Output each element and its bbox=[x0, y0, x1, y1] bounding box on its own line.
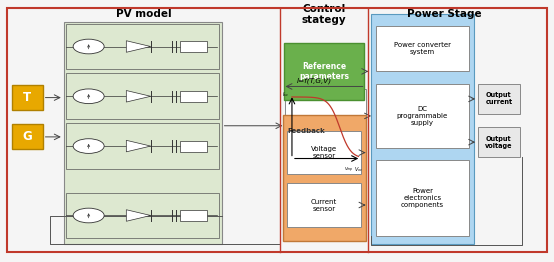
Bar bbox=[180, 141, 207, 151]
Text: PV model: PV model bbox=[116, 9, 172, 19]
Bar bbox=[285, 89, 366, 165]
Circle shape bbox=[73, 39, 104, 54]
Bar bbox=[376, 26, 469, 71]
Text: DC
programmable
supply: DC programmable supply bbox=[397, 106, 448, 126]
Bar bbox=[371, 14, 474, 244]
Text: Reference
parameters: Reference parameters bbox=[299, 62, 349, 81]
Bar bbox=[287, 131, 361, 174]
Bar bbox=[12, 124, 43, 149]
Text: $V_{mp}$: $V_{mp}$ bbox=[344, 165, 354, 174]
Text: Power Stage: Power Stage bbox=[407, 9, 481, 19]
Text: Feedback: Feedback bbox=[287, 128, 325, 134]
Bar bbox=[376, 84, 469, 148]
Polygon shape bbox=[126, 91, 151, 102]
Text: Power
electronics
components: Power electronics components bbox=[401, 188, 444, 208]
Bar bbox=[12, 85, 43, 110]
Text: G: G bbox=[23, 130, 32, 143]
Bar bbox=[478, 127, 520, 157]
Text: $I_{sc}$: $I_{sc}$ bbox=[282, 90, 289, 99]
Polygon shape bbox=[126, 210, 151, 221]
Bar bbox=[284, 43, 364, 100]
Text: $V_{oc}$: $V_{oc}$ bbox=[354, 165, 363, 174]
Bar bbox=[66, 123, 219, 169]
Bar bbox=[64, 22, 222, 244]
Text: Output
voltage: Output voltage bbox=[485, 136, 512, 149]
Bar bbox=[376, 160, 469, 236]
Bar bbox=[66, 193, 219, 238]
Text: Output
current: Output current bbox=[485, 92, 512, 105]
Circle shape bbox=[73, 89, 104, 104]
Circle shape bbox=[73, 208, 104, 223]
Text: Control
stategy: Control stategy bbox=[302, 4, 346, 25]
Bar bbox=[287, 183, 361, 227]
Text: Power converter
system: Power converter system bbox=[394, 42, 451, 55]
Bar bbox=[180, 210, 207, 221]
Bar bbox=[180, 91, 207, 102]
Bar bbox=[283, 115, 366, 241]
Text: T: T bbox=[23, 91, 32, 104]
Bar bbox=[180, 41, 207, 52]
Text: Voltage
sensor: Voltage sensor bbox=[311, 146, 337, 159]
Text: Current
sensor: Current sensor bbox=[311, 199, 337, 211]
Bar bbox=[66, 73, 219, 119]
Bar bbox=[66, 24, 219, 69]
Circle shape bbox=[73, 139, 104, 154]
Polygon shape bbox=[126, 41, 151, 52]
Bar bbox=[478, 84, 520, 114]
Text: I=f(T,G,V): I=f(T,G,V) bbox=[297, 77, 332, 84]
Polygon shape bbox=[126, 140, 151, 152]
